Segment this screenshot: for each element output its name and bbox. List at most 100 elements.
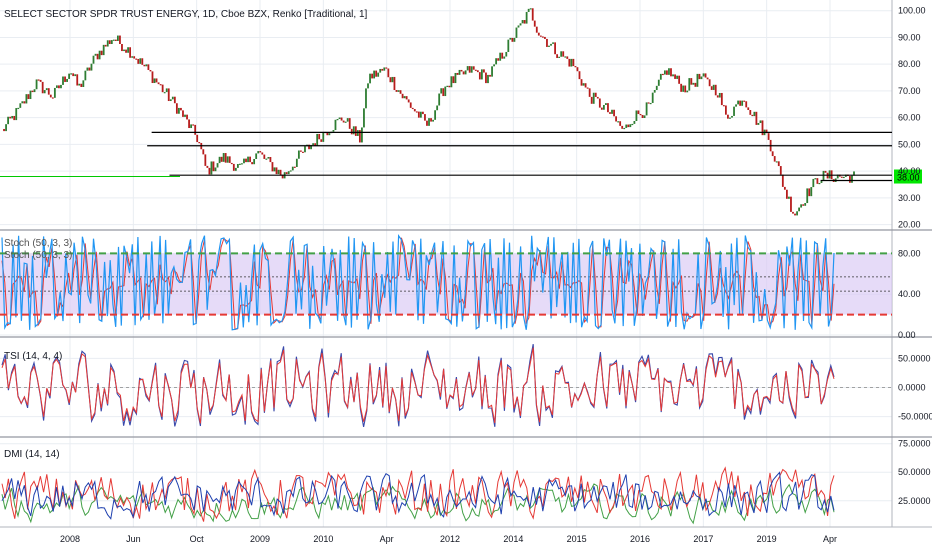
renko-brick: [794, 213, 796, 216]
x-tick-label: Apr: [380, 534, 394, 544]
renko-brick: [226, 156, 229, 163]
renko-brick: [218, 156, 221, 164]
renko-brick: [788, 196, 790, 199]
renko-brick: [808, 188, 811, 197]
y-tick-label: 50.0000: [898, 353, 931, 363]
renko-brick: [800, 204, 803, 208]
renko-brick: [474, 69, 477, 71]
renko-brick: [236, 164, 239, 168]
renko-brick: [552, 42, 554, 44]
renko-brick: [74, 74, 77, 77]
renko-brick: [275, 167, 278, 175]
renko-brick: [517, 25, 520, 28]
renko-brick: [495, 58, 498, 65]
renko-brick: [312, 143, 315, 146]
renko-brick: [621, 125, 624, 129]
renko-brick: [643, 115, 646, 118]
renko-brick: [56, 85, 58, 88]
renko-brick: [592, 92, 595, 104]
renko-brick: [277, 169, 280, 175]
time-scale[interactable]: 2008 Jun Oct 2009 2010 Apr 2012 2014 2015 2016 201…: [60, 534, 837, 544]
renko-brick: [851, 175, 853, 183]
renko-brick: [659, 73, 662, 80]
renko-brick: [361, 127, 363, 143]
renko-brick: [413, 109, 416, 112]
renko-brick: [454, 72, 457, 84]
renko-brick: [637, 110, 640, 114]
renko-brick: [214, 167, 217, 172]
renko-brick: [692, 82, 695, 85]
renko-brick: [729, 117, 731, 119]
renko-brick: [220, 156, 223, 162]
renko-brick: [816, 178, 819, 184]
dmi-adx-line: [1, 471, 835, 520]
renko-brick: [196, 134, 199, 143]
renko-brick: [287, 171, 290, 175]
renko-brick: [792, 211, 794, 214]
renko-brick: [147, 64, 150, 70]
renko-brick: [239, 163, 241, 165]
renko-brick: [121, 44, 123, 52]
renko-brick: [655, 85, 658, 90]
renko-brick: [25, 94, 28, 104]
renko-brick: [444, 86, 447, 97]
renko-brick: [840, 176, 843, 178]
renko-brick: [745, 101, 748, 108]
renko-brick: [783, 186, 786, 190]
dmi-pane[interactable]: [1, 466, 835, 525]
renko-brick: [550, 43, 552, 46]
renko-brick: [395, 90, 398, 92]
renko-brick: [369, 73, 371, 84]
renko-brick: [759, 120, 762, 124]
renko-brick: [527, 8, 530, 12]
renko-brick: [373, 70, 376, 79]
stoch-pane[interactable]: [0, 233, 892, 331]
price-pane[interactable]: 38.00: [0, 8, 922, 216]
renko-brick: [45, 88, 48, 91]
renko-brick: [702, 73, 705, 77]
renko-brick: [184, 114, 186, 117]
renko-brick: [39, 79, 42, 82]
renko-brick: [80, 83, 83, 87]
y-tick-label: 60.00: [898, 113, 921, 123]
renko-brick: [450, 76, 453, 88]
renko-brick: [352, 126, 355, 135]
renko-brick: [159, 84, 162, 86]
renko-brick: [251, 162, 254, 165]
tsi-pane[interactable]: [0, 343, 892, 428]
renko-brick: [568, 58, 571, 67]
renko-brick: [434, 110, 437, 120]
y-tick-label: 0.0000: [898, 383, 926, 393]
x-tick-label: 2009: [250, 534, 270, 544]
x-tick-label: Oct: [190, 534, 205, 544]
price-scale[interactable]: 100.00 90.00 80.00 70.00 60.00 50.00 40.00 30.0…: [898, 6, 932, 506]
renko-brick: [647, 102, 650, 104]
renko-brick: [322, 131, 325, 142]
renko-brick: [43, 90, 46, 94]
renko-brick: [641, 114, 644, 118]
renko-brick: [588, 88, 591, 97]
renko-brick: [505, 51, 508, 57]
renko-brick: [653, 89, 656, 93]
renko-brick: [86, 67, 89, 71]
renko-brick: [535, 26, 538, 33]
renko-brick: [468, 66, 471, 73]
renko-brick: [389, 77, 392, 83]
renko-brick: [137, 58, 140, 64]
renko-brick: [438, 93, 441, 106]
renko-brick: [342, 120, 345, 123]
renko-brick: [180, 107, 182, 111]
renko-brick: [397, 90, 400, 92]
renko-brick: [842, 176, 845, 179]
renko-brick: [541, 36, 544, 38]
renko-brick: [96, 53, 99, 60]
chart-title: SELECT SECTOR SPDR TRUST ENERGY, 1D, Cbo…: [4, 9, 368, 20]
renko-brick: [716, 95, 719, 98]
renko-brick: [519, 23, 522, 26]
renko-brick: [29, 90, 32, 100]
renko-brick: [64, 76, 66, 82]
dmi-minus-line: [1, 466, 835, 522]
renko-brick: [537, 32, 540, 36]
renko-brick: [684, 85, 687, 93]
renko-brick: [204, 154, 207, 166]
